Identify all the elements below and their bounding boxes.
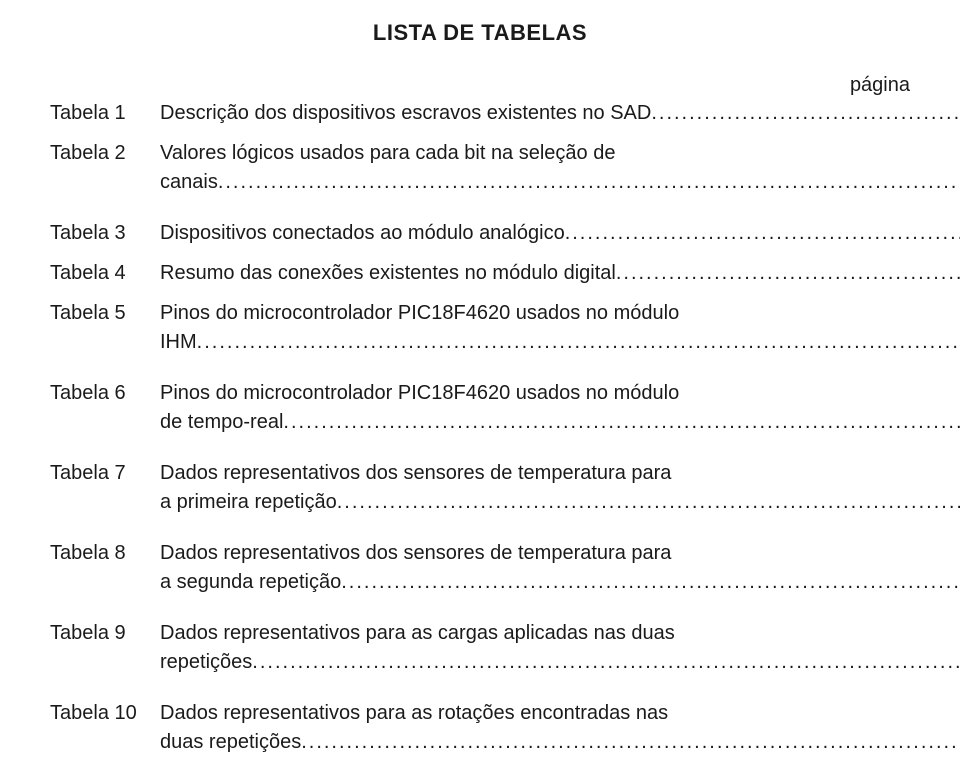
entry-line: Valores lógicos usados para cada bit na … [160, 139, 960, 168]
entry-text: IHM [160, 328, 197, 357]
dot-leader [252, 648, 960, 677]
entry-text: Descrição dos dispositivos escravos exis… [160, 99, 651, 128]
entry-line: Dispositivos conectados ao módulo analóg… [160, 219, 960, 248]
page-container: LISTA DE TABELAS página Tabela 1Descriçã… [0, 0, 960, 613]
entry-line: Dados representativos dos sensores de te… [160, 539, 960, 568]
dot-leader [218, 168, 960, 197]
entry-description: Resumo das conexões existentes no módulo… [160, 259, 960, 288]
entry-description: Descrição dos dispositivos escravos exis… [160, 99, 960, 128]
entries-list: Tabela 1Descrição dos dispositivos escra… [50, 99, 910, 779]
page-title: LISTA DE TABELAS [50, 20, 910, 46]
dot-leader [197, 328, 960, 357]
entry-line: Resumo das conexões existentes no módulo… [160, 259, 960, 288]
entry-label: Tabela 1 [50, 99, 160, 128]
entry-line: Descrição dos dispositivos escravos exis… [160, 99, 960, 128]
entry-description: Dados representativos dos sensores de te… [160, 539, 960, 597]
entry-line: de tempo-real [160, 408, 960, 437]
dot-leader [301, 728, 960, 757]
entry-text: Pinos do microcontrolador PIC18F4620 usa… [160, 299, 679, 328]
entry-text: Dados representativos dos sensores de te… [160, 539, 671, 568]
entry-label: Tabela 8 [50, 539, 160, 568]
entry-label: Tabela 2 [50, 139, 160, 168]
header-row: página [50, 74, 910, 97]
table-entry: Tabela 4Resumo das conexões existentes n… [50, 259, 910, 299]
table-entry: Tabela 10Dados representativos para as r… [50, 699, 910, 779]
table-entry: Tabela 2Valores lógicos usados para cada… [50, 139, 910, 219]
entry-text: Pinos do microcontrolador PIC18F4620 usa… [160, 379, 679, 408]
entry-label: Tabela 5 [50, 299, 160, 328]
dot-leader [341, 568, 960, 597]
table-entry: Tabela 7Dados representativos dos sensor… [50, 459, 910, 539]
table-entry: Tabela 8Dados representativos dos sensor… [50, 539, 910, 619]
entry-line: duas repetições [160, 728, 960, 757]
dot-leader [337, 488, 960, 517]
dot-leader [283, 408, 960, 437]
entry-description: Dados representativos para as rotações e… [160, 699, 960, 757]
entry-description: Dispositivos conectados ao módulo analóg… [160, 219, 960, 248]
entry-label: Tabela 4 [50, 259, 160, 288]
entry-line: Dados representativos dos sensores de te… [160, 459, 960, 488]
entry-description: Valores lógicos usados para cada bit na … [160, 139, 960, 197]
dot-leader [616, 259, 960, 288]
table-entry: Tabela 6Pinos do microcontrolador PIC18F… [50, 379, 910, 459]
entry-line: Dados representativos para as rotações e… [160, 699, 960, 728]
dot-leader [565, 219, 960, 248]
entry-description: Pinos do microcontrolador PIC18F4620 usa… [160, 379, 960, 437]
table-entry: Tabela 5Pinos do microcontrolador PIC18F… [50, 299, 910, 379]
entry-text: duas repetições [160, 728, 301, 757]
entry-description: Pinos do microcontrolador PIC18F4620 usa… [160, 299, 960, 357]
entry-description: Dados representativos para as cargas apl… [160, 619, 960, 677]
entry-line: IHM [160, 328, 960, 357]
dot-leader [651, 99, 960, 128]
entry-text: Dados representativos para as cargas apl… [160, 619, 675, 648]
entry-text: Resumo das conexões existentes no módulo… [160, 259, 616, 288]
table-entry: Tabela 3Dispositivos conectados ao módul… [50, 219, 910, 259]
entry-text: de tempo-real [160, 408, 283, 437]
entry-line: Dados representativos para as cargas apl… [160, 619, 960, 648]
table-entry: Tabela 9Dados representativos para as ca… [50, 619, 910, 699]
entry-label: Tabela 3 [50, 219, 160, 248]
entry-text: a primeira repetição [160, 488, 337, 517]
entry-line: Pinos do microcontrolador PIC18F4620 usa… [160, 379, 960, 408]
entry-label: Tabela 10 [50, 699, 160, 728]
entry-line: repetições [160, 648, 960, 677]
header-pagina: página [840, 74, 910, 97]
entry-label: Tabela 6 [50, 379, 160, 408]
entry-text: Dados representativos dos sensores de te… [160, 459, 671, 488]
entry-line: a segunda repetição [160, 568, 960, 597]
entry-text: Valores lógicos usados para cada bit na … [160, 139, 615, 168]
entry-description: Dados representativos dos sensores de te… [160, 459, 960, 517]
entry-text: repetições [160, 648, 252, 677]
entry-label: Tabela 7 [50, 459, 160, 488]
entry-text: a segunda repetição [160, 568, 341, 597]
entry-label: Tabela 9 [50, 619, 160, 648]
entry-line: Pinos do microcontrolador PIC18F4620 usa… [160, 299, 960, 328]
entry-line: canais [160, 168, 960, 197]
entry-text: Dispositivos conectados ao módulo analóg… [160, 219, 565, 248]
entry-line: a primeira repetição [160, 488, 960, 517]
table-entry: Tabela 1Descrição dos dispositivos escra… [50, 99, 910, 139]
entry-text: Dados representativos para as rotações e… [160, 699, 668, 728]
entry-text: canais [160, 168, 218, 197]
